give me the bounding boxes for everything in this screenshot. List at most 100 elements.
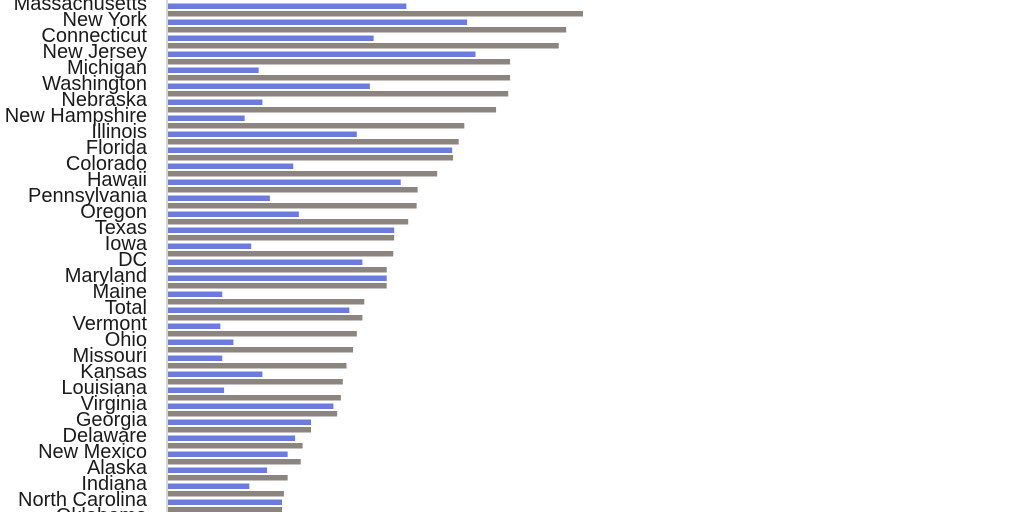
bar-series-a: [168, 291, 223, 297]
category-label: Washington: [42, 73, 147, 95]
bar-series-b: [168, 139, 459, 145]
bar-series-b: [168, 75, 511, 81]
bar-series-a: [168, 67, 259, 73]
category-label: Hawaii: [87, 169, 147, 191]
bar-series-a: [168, 243, 252, 249]
bar-series-a: [168, 163, 294, 169]
bar-series-b: [168, 27, 567, 33]
category-label: New York: [63, 9, 148, 31]
bar-series-b: [168, 379, 343, 385]
category-label: New Hampshire: [5, 105, 147, 127]
bar-series-a: [168, 211, 299, 217]
bar-series-b: [168, 123, 465, 129]
bar-series-a: [168, 451, 288, 457]
category-label: New Jersey: [43, 41, 147, 63]
bar-series-b: [168, 491, 284, 497]
bar-series-a: [168, 323, 221, 329]
bar-series-a: [168, 307, 350, 313]
category-label: Iowa: [105, 233, 148, 255]
category-label: Virginia: [81, 393, 148, 415]
bar-series-a: [168, 467, 268, 473]
bar-series-a: [168, 131, 357, 137]
bar-series-b: [168, 219, 409, 225]
bar-series-b: [168, 107, 497, 113]
bar-series-b: [168, 283, 387, 289]
bar-series-a: [168, 3, 407, 9]
category-label: Ohio: [105, 329, 147, 351]
bar-series-a: [168, 83, 370, 89]
bar-series-b: [168, 395, 341, 401]
bar-series-b: [168, 443, 303, 449]
bar-series-a: [168, 483, 250, 489]
bar-series-b: [168, 267, 387, 273]
bar-series-b: [168, 459, 301, 465]
bar-series-b: [168, 475, 288, 481]
bar-series-b: [168, 411, 338, 417]
bar-series-b: [168, 155, 454, 161]
category-label: Maine: [93, 281, 147, 303]
bar-series-a: [168, 403, 334, 409]
bar-series-a: [168, 259, 363, 265]
bar-series-b: [168, 91, 509, 97]
bar-series-b: [168, 427, 312, 433]
category-label: Pennsylvania: [28, 185, 148, 207]
category-label: Total: [105, 297, 147, 319]
bar-series-a: [168, 115, 245, 121]
bar-series-b: [168, 235, 395, 241]
category-label: Nebraska: [61, 89, 147, 111]
bar-series-a: [168, 227, 395, 233]
bar-series-a: [168, 19, 468, 25]
bar-series-b: [168, 11, 583, 17]
bar-series-b: [168, 315, 363, 321]
category-label: Oklahoma: [56, 505, 148, 512]
category-label: Vermont: [73, 313, 148, 335]
category-label: Florida: [86, 137, 148, 159]
bar-series-a: [168, 499, 283, 505]
category-label: DC: [118, 249, 147, 271]
category-label: Connecticut: [41, 25, 147, 47]
category-label: Missouri: [73, 345, 147, 367]
bar-series-a: [168, 51, 476, 57]
bar-series-a: [168, 371, 263, 377]
category-label: Michigan: [67, 57, 147, 79]
bar-series-b: [168, 299, 365, 305]
category-label: Oregon: [80, 201, 147, 223]
bar-series-b: [168, 43, 559, 49]
bar-series-a: [168, 339, 234, 345]
bars-layer: [168, 3, 583, 512]
bar-series-a: [168, 195, 270, 201]
bar-series-a: [168, 355, 223, 361]
bar-series-b: [168, 251, 394, 257]
category-label: Alaska: [87, 457, 148, 479]
category-label: North Carolina: [18, 489, 148, 511]
category-label: Massachusetts: [14, 0, 147, 15]
bar-series-b: [168, 363, 347, 369]
category-label: Texas: [95, 217, 147, 239]
bar-series-b: [168, 171, 438, 177]
category-label: Georgia: [76, 409, 148, 431]
bar-series-b: [168, 347, 354, 353]
bar-series-a: [168, 35, 374, 41]
bar-series-b: [168, 59, 511, 65]
bar-series-a: [168, 387, 225, 393]
bar-series-a: [168, 147, 453, 153]
category-label: New Mexico: [38, 441, 147, 463]
category-label: Maryland: [65, 265, 147, 287]
category-label: Indiana: [81, 473, 147, 495]
category-label: Kansas: [80, 361, 147, 383]
bar-series-a: [168, 99, 263, 105]
bar-series-a: [168, 435, 296, 441]
category-label: Colorado: [66, 153, 147, 175]
category-label: Illinois: [91, 121, 147, 143]
bar-series-a: [168, 179, 401, 185]
bar-series-b: [168, 203, 417, 209]
bar-series-b: [168, 331, 357, 337]
bar-series-a: [168, 419, 312, 425]
category-label: Louisiana: [61, 377, 148, 399]
bar-series-b: [168, 507, 283, 512]
bar-series-a: [168, 275, 387, 281]
category-label: Delaware: [63, 425, 147, 447]
bar-series-b: [168, 187, 418, 193]
